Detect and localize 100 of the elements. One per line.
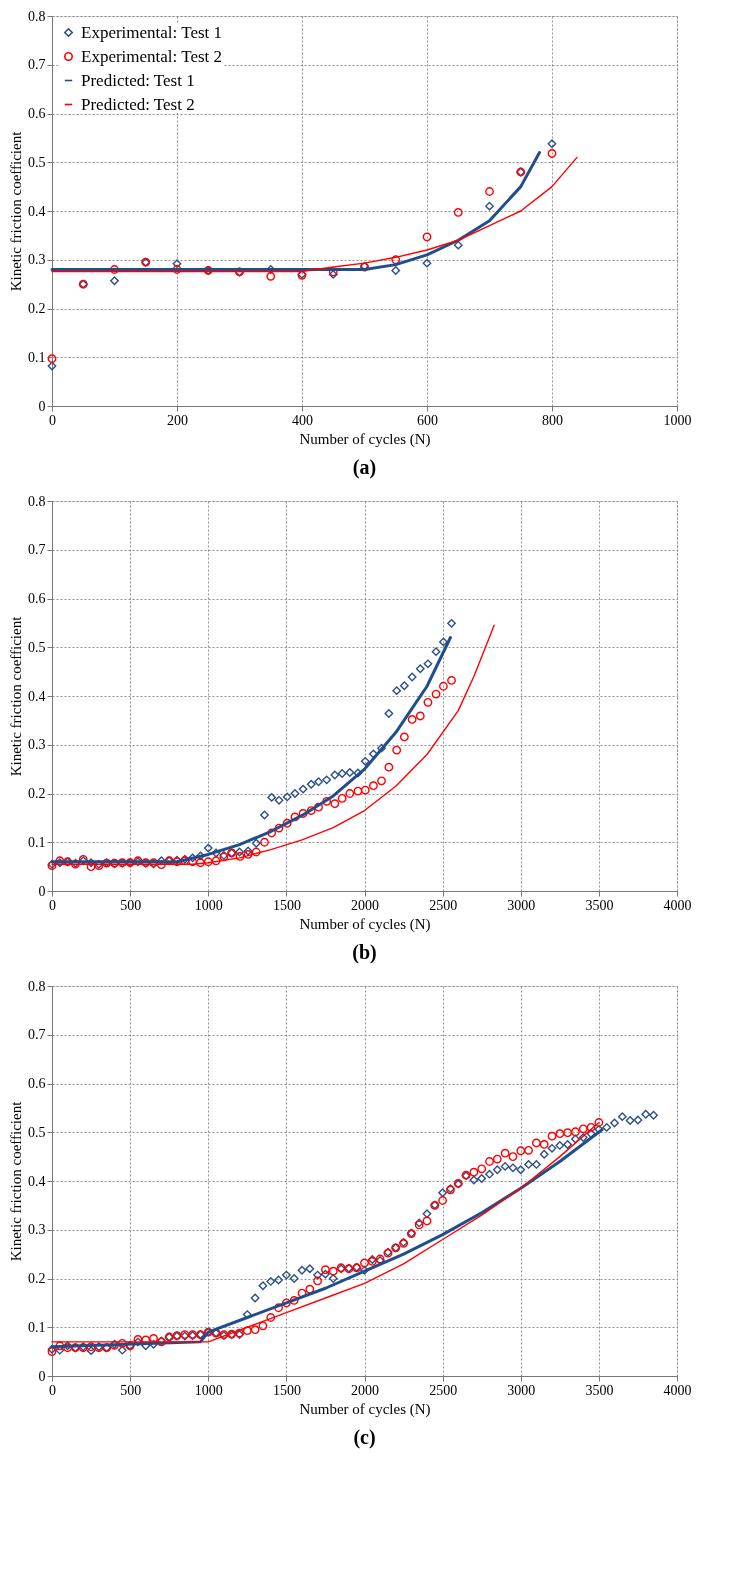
point — [298, 809, 308, 818]
x-tick-label: 0 — [49, 897, 56, 913]
legend-label: Experimental: Test 2 — [81, 46, 223, 66]
y-tick-label: 0.6 — [28, 591, 46, 606]
y-tick-label: 0.7 — [28, 57, 46, 73]
point — [251, 838, 261, 848]
x-tick-label: 1000 — [663, 412, 692, 428]
x-tick-label: 0 — [49, 1382, 56, 1398]
point — [423, 659, 433, 669]
y-tick-label: 0.4 — [28, 203, 46, 219]
point — [314, 802, 323, 812]
x-tick-label: 500 — [120, 1382, 142, 1398]
y-tick-label: 0.8 — [28, 8, 46, 24]
point — [330, 770, 340, 780]
point — [306, 806, 316, 815]
point — [260, 837, 269, 847]
y-tick-label: 0.4 — [28, 688, 46, 704]
y-tick-label: 0 — [38, 398, 46, 414]
y-tick-label: 0.2 — [28, 1271, 46, 1286]
point — [274, 823, 284, 833]
x-tick-label: 2000 — [351, 897, 379, 913]
x-tick-label: 1500 — [272, 897, 301, 913]
y-tick-label: 0.1 — [28, 349, 46, 365]
point — [353, 768, 363, 778]
point — [196, 851, 205, 861]
point — [211, 848, 221, 858]
x-tick-label: 4000 — [663, 897, 692, 913]
point — [384, 709, 394, 718]
x-tick-label: 800 — [542, 412, 563, 428]
legend-label: Predicted: Test 1 — [81, 70, 195, 90]
point — [391, 266, 401, 275]
point — [203, 843, 213, 853]
point — [330, 799, 340, 809]
point — [392, 745, 402, 755]
point — [422, 232, 432, 242]
y-tick-label: 0.5 — [28, 1124, 46, 1140]
x-tick-label: 3500 — [585, 1382, 614, 1398]
y-axis-title: Kinetic friction coefficient — [8, 615, 24, 777]
point — [345, 768, 355, 777]
y-tick-label: 0.7 — [28, 1027, 46, 1043]
point — [290, 789, 300, 798]
y-tick-label: 0.1 — [28, 1319, 46, 1335]
y-tick-label: 0.2 — [28, 301, 46, 316]
point — [377, 776, 386, 786]
point — [391, 255, 401, 265]
text: (b) — [352, 941, 377, 964]
point — [267, 792, 277, 802]
x-tick-label: 1500 — [272, 1382, 301, 1398]
point — [415, 664, 425, 674]
point — [110, 276, 119, 286]
point — [188, 853, 198, 863]
point — [266, 271, 276, 281]
point — [306, 779, 316, 789]
point — [384, 762, 394, 772]
point — [431, 689, 441, 699]
point — [235, 851, 245, 861]
point — [485, 201, 494, 211]
point — [172, 259, 182, 269]
y-tick-label: 0 — [38, 1368, 46, 1384]
legend-label: Predicted: Test 2 — [81, 94, 195, 114]
point — [243, 850, 253, 859]
x-axis-title: Number of cycles (N) — [299, 915, 431, 933]
point — [282, 792, 292, 802]
point — [447, 676, 456, 685]
point — [86, 862, 96, 872]
legend-label: Experimental: Test 1 — [81, 22, 223, 42]
text: (a) — [352, 456, 377, 479]
point — [196, 858, 205, 868]
point — [243, 846, 253, 856]
x-tick-label: 1000 — [194, 1382, 223, 1398]
y-tick-label: 0.1 — [28, 834, 46, 850]
point — [360, 785, 370, 795]
point — [407, 715, 417, 724]
x-tick-label: 600 — [417, 412, 438, 428]
y-tick-label: 0.2 — [28, 786, 46, 801]
point — [422, 258, 432, 268]
point — [407, 672, 417, 682]
point — [415, 711, 425, 721]
point — [447, 618, 456, 628]
point — [392, 686, 402, 696]
y-tick-label: 0 — [38, 883, 46, 899]
point — [453, 208, 463, 217]
x-tick-label: 200 — [167, 412, 188, 428]
x-tick-label: 2500 — [429, 1382, 458, 1398]
y-axis-title: Kinetic friction coefficient — [8, 130, 24, 292]
point — [267, 828, 277, 838]
x-tick-label: 3500 — [585, 897, 614, 913]
x-tick-label: 2500 — [429, 897, 458, 913]
point — [485, 187, 494, 196]
point — [260, 810, 269, 820]
y-tick-label: 0.5 — [28, 154, 46, 170]
point — [377, 743, 386, 753]
y-tick-label: 0.7 — [28, 542, 46, 558]
point — [251, 847, 261, 857]
x-tick-label: 4000 — [663, 1382, 692, 1398]
point — [353, 786, 363, 796]
y-tick-label: 0.3 — [28, 1222, 46, 1238]
point — [235, 847, 244, 857]
point — [322, 796, 332, 806]
x-tick-label: 3000 — [507, 897, 536, 913]
